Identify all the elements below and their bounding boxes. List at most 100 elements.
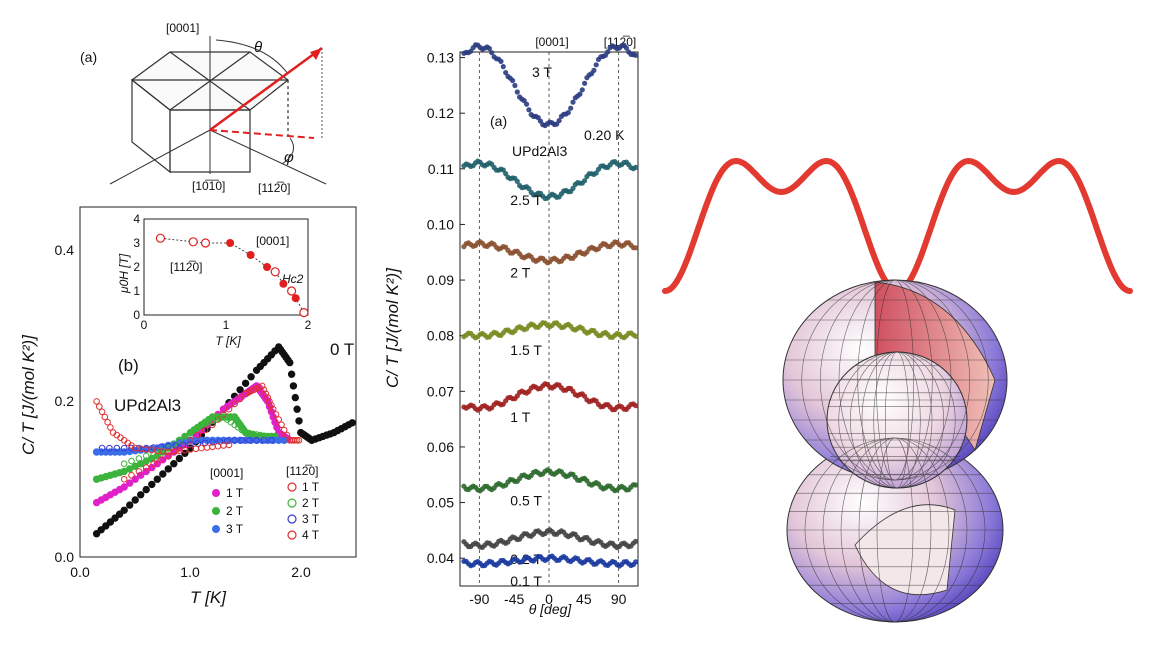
chart-b-point (181, 433, 189, 440)
chart-b-point (106, 444, 113, 452)
chart-b-panel-label: (b) (118, 356, 139, 375)
chart-a-point (623, 45, 629, 51)
lower-cutaway (854, 504, 956, 596)
chart-a-series-label: 0.1 T (510, 573, 542, 589)
legend-group-1120: [112̅0] (286, 464, 318, 478)
chart-b-point (275, 416, 283, 423)
chart-b-point (220, 411, 227, 418)
chart-a-point (582, 80, 588, 86)
crystal-panel-label: (a) (80, 49, 97, 65)
chart-a-ytick: 0.10 (427, 216, 454, 232)
chart-a-xtick: 0 (545, 591, 553, 607)
chart-b-point (172, 442, 179, 449)
chart-b-point (278, 421, 285, 429)
chart-b-point (170, 460, 178, 468)
legend-label: 3 T (226, 522, 244, 536)
chart-b-point (241, 379, 250, 388)
inset-point-open (155, 233, 165, 243)
inset-marks: 0 1 2 0 1 2 3 4 (133, 212, 311, 332)
chart-a-point (489, 50, 495, 56)
chart-a-ytick: 0.07 (427, 383, 454, 399)
chart-a-point (514, 178, 520, 184)
chart-a-xtick: -45 (504, 591, 524, 607)
inset-point-filled (246, 251, 255, 259)
legend-label: 4 T (302, 528, 320, 542)
inset-ytick: 2 (133, 260, 140, 274)
chart-b-point (111, 514, 119, 522)
chart-b-xtick-0: 0.0 (70, 564, 90, 580)
chart-a-series-label: 3 T (532, 64, 552, 80)
chart-b-point (135, 455, 143, 462)
surface-grid (783, 279, 1007, 623)
chart-a-point (605, 49, 611, 55)
chart-b-point (187, 429, 194, 436)
chart-b-point (175, 454, 184, 463)
chart-b-point (260, 437, 268, 444)
chart-b-ytick-0: 0.0 (55, 549, 75, 565)
legend-marker (212, 507, 220, 515)
theta-arc (215, 39, 289, 75)
inset-xlabel: T [K] (215, 334, 241, 348)
chart-a-point (498, 58, 504, 64)
inset-point-filled (279, 279, 288, 288)
field-vector-head (310, 48, 322, 60)
chart-a-ytick: 0.05 (427, 495, 454, 511)
chart-b-ylabel: C/ T [J/(mol K²)] (19, 334, 38, 455)
chart-b-point (107, 424, 114, 431)
chart-b-point (212, 416, 220, 423)
chart-a-point (633, 52, 639, 58)
inset-point-open (287, 286, 297, 296)
chart-a-point (570, 185, 576, 191)
chart-a-ytick: 0.11 (428, 161, 454, 177)
inset-ytick: 3 (133, 236, 140, 250)
chart-b-point (115, 510, 124, 518)
chart-b-point (291, 393, 299, 402)
chart-a-xtick: 90 (611, 591, 627, 607)
crystal-schematic: (a) [0001] [10̅1̅0] [112̅0] θ φ (80, 21, 327, 195)
chart-b-point (96, 403, 103, 410)
legend-label: 1 T (302, 480, 320, 494)
chart-specific-heat-vs-temperature: C/ T [J/(mol K²)] T [K] 0.0 1.0 2.0 0.0 … (19, 206, 357, 607)
chart-a-xtick: -90 (469, 591, 489, 607)
chart-b-point (98, 408, 106, 416)
chart-b-point (295, 417, 303, 425)
crystal-dir-right: [112̅0] (258, 181, 290, 195)
chart-b-point (225, 405, 233, 413)
chart-a-point (633, 403, 639, 409)
chart-b-point (128, 472, 135, 479)
chart-b-point (120, 506, 128, 514)
chart-b-point (126, 479, 134, 487)
chart-a-series-label: 1.5 T (510, 342, 542, 358)
chart-b-point (225, 441, 233, 449)
chart-b-point (192, 425, 200, 432)
chart-b-xtick-2: 2.0 (291, 564, 311, 580)
chart-b-point (257, 431, 264, 439)
chart-a-point (556, 118, 562, 124)
chart-b-point (292, 437, 299, 444)
chart-a-ytick: 0.09 (427, 272, 454, 288)
legend-label: 2 T (302, 496, 320, 510)
chart-b-point (246, 429, 253, 437)
chart-b-point (128, 444, 135, 452)
chart-a-point (633, 333, 639, 339)
chart-b-point (246, 437, 253, 444)
chart-b-point (137, 491, 145, 499)
chart-b-point (126, 501, 134, 509)
chart-a-point (591, 67, 597, 73)
chart-b-point (268, 437, 275, 444)
chart-b-point (176, 437, 183, 444)
chart-b-point (106, 518, 115, 526)
chart-b-point (216, 415, 224, 422)
chart-b-point (223, 437, 231, 445)
chart-a-ytick: 0.04 (427, 550, 454, 566)
chart-b-frame (79, 206, 357, 558)
inset-xtick: 0 (141, 318, 148, 332)
chart-b-point (258, 382, 266, 390)
chart-b-point (102, 522, 110, 530)
chart-b-point (128, 457, 135, 465)
chart-b-xlabel: T [K] (190, 588, 227, 607)
chart-b-point (242, 429, 249, 436)
chart-a-axes: 0.04 0.05 0.06 0.07 0.08 0.09 0.10 0.11 0.12 0.13… (427, 50, 627, 607)
chart-a-point (633, 538, 639, 544)
chart-b-point (201, 426, 209, 434)
